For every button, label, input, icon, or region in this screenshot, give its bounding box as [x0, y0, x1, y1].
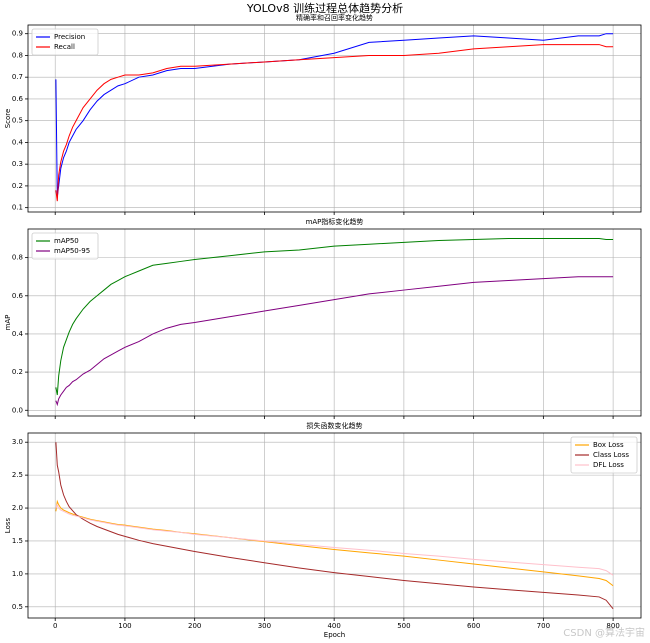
y-tick-label: 2.5	[12, 471, 23, 479]
x-tick-label: 100	[118, 622, 131, 630]
y-tick-label: 0.5	[12, 603, 23, 611]
chart-title: mAP指标变化趋势	[306, 217, 364, 226]
y-tick-label: 1.0	[12, 570, 23, 578]
y-axis-label: Loss	[4, 517, 12, 533]
y-tick-label: 0.8	[12, 254, 23, 262]
x-tick-label: 0	[53, 622, 57, 630]
legend-label: Precision	[54, 33, 85, 41]
y-tick-label: 3.0	[12, 438, 23, 446]
x-tick-label: 600	[467, 622, 480, 630]
plot-frame	[27, 24, 642, 213]
chart-title: 精确率和召回率变化趋势	[296, 13, 373, 22]
y-tick-label: 0.7	[12, 73, 23, 81]
legend-box	[31, 28, 99, 56]
legend-label: mAP50	[54, 237, 79, 245]
y-tick-label: 1.5	[12, 537, 23, 545]
y-tick-label: 0.3	[12, 160, 23, 168]
watermark: CSDN @算法宇宙	[563, 626, 645, 639]
series-line	[55, 238, 614, 396]
y-axis-label: mAP	[4, 315, 12, 331]
y-tick-label: 0.2	[12, 368, 23, 376]
figure-title: YOLOv8 训练过程总体趋势分析	[246, 1, 403, 15]
y-tick-label: 0.8	[12, 51, 23, 59]
y-tick-label: 0.5	[12, 117, 23, 125]
legend-label: mAP50-95	[54, 247, 90, 255]
legend-label: Class Loss	[593, 451, 629, 459]
x-axis-label: Epoch	[324, 631, 345, 639]
x-tick-label: 300	[258, 622, 271, 630]
x-tick-label: 700	[537, 622, 550, 630]
x-tick-label: 200	[188, 622, 201, 630]
y-tick-label: 0.4	[12, 330, 24, 338]
series-line	[55, 499, 614, 587]
legend-label: Box Loss	[593, 441, 624, 449]
legend-label: Recall	[54, 43, 75, 51]
y-tick-label: 0.2	[12, 182, 23, 190]
y-tick-label: 0.6	[12, 95, 24, 103]
series-line	[55, 276, 614, 407]
legend-box	[31, 232, 99, 260]
y-tick-label: 2.0	[12, 504, 23, 512]
plot-frame	[27, 432, 642, 619]
x-tick-label: 400	[327, 622, 340, 630]
chart-title: 损失函数变化趋势	[307, 421, 363, 430]
y-tick-label: 0.4	[12, 138, 24, 146]
series-line	[55, 503, 614, 576]
plot-frame	[27, 228, 642, 417]
legend-label: DFL Loss	[593, 461, 624, 469]
x-tick-label: 800	[606, 622, 619, 630]
y-tick-label: 0.1	[12, 204, 23, 212]
legend-box	[570, 436, 638, 474]
y-tick-label: 0.9	[12, 30, 23, 38]
y-tick-label: 0.0	[12, 406, 23, 414]
x-tick-label: 500	[397, 622, 410, 630]
series-line	[55, 44, 614, 202]
series-line	[55, 442, 614, 610]
y-tick-label: 0.6	[12, 292, 24, 300]
series-line	[55, 33, 614, 197]
y-axis-label: Score	[4, 109, 12, 129]
